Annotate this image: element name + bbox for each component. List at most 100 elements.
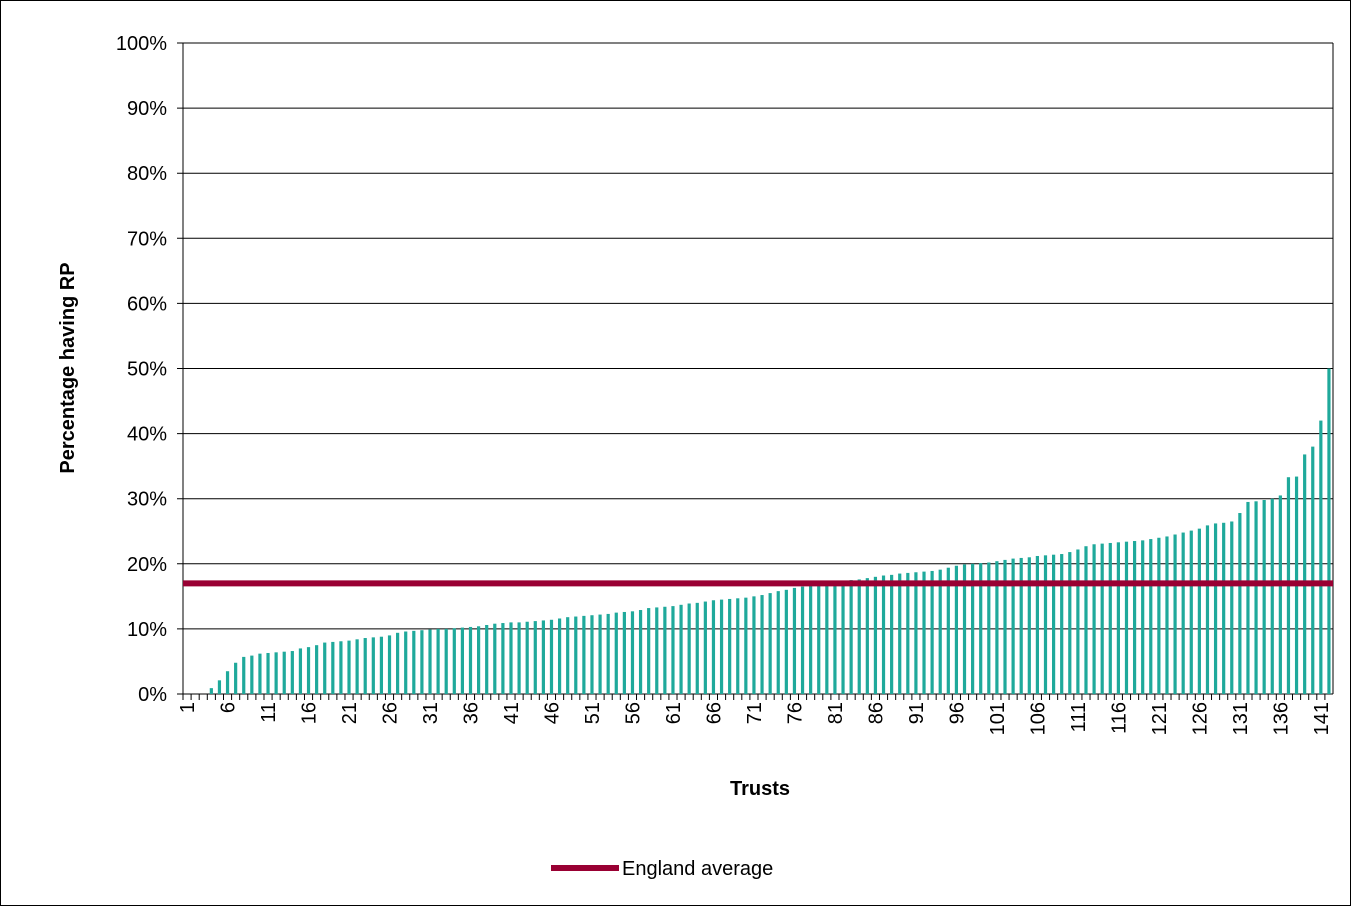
bar <box>1084 546 1088 694</box>
bar <box>1213 523 1218 694</box>
bar <box>962 564 967 694</box>
bar <box>971 563 975 694</box>
bar <box>946 567 950 694</box>
x-tick-label: 136 <box>1270 702 1292 735</box>
x-tick-label: 131 <box>1230 702 1252 735</box>
bar <box>663 606 667 694</box>
x-tick-label: 36 <box>461 702 483 724</box>
bar <box>1181 532 1185 694</box>
y-axis-title: Percentage having RP <box>57 262 79 473</box>
bar <box>217 680 222 694</box>
bar <box>744 597 748 694</box>
x-tick-label: 96 <box>946 702 968 724</box>
bar <box>1173 534 1177 694</box>
bar <box>209 688 213 694</box>
bar <box>792 587 797 694</box>
bar <box>752 596 756 694</box>
bar <box>598 614 602 694</box>
bar <box>493 623 497 694</box>
bar <box>1197 528 1201 694</box>
bar <box>371 637 375 694</box>
bar <box>1019 557 1023 694</box>
bar <box>379 636 384 694</box>
y-tick-label: 0% <box>138 684 167 706</box>
bar <box>703 601 707 694</box>
bar <box>679 604 683 694</box>
bar <box>995 561 999 694</box>
bar <box>452 628 456 694</box>
bar <box>1141 540 1145 694</box>
bar <box>1132 541 1137 694</box>
bar <box>655 607 659 694</box>
x-tick-label: 126 <box>1189 702 1211 735</box>
bar <box>436 628 440 694</box>
bar <box>809 585 813 694</box>
bar <box>1051 554 1056 694</box>
y-tick-label: 90% <box>127 98 167 120</box>
bar <box>460 627 465 694</box>
bar <box>566 617 570 694</box>
bar <box>1100 543 1104 694</box>
bar <box>1327 368 1331 694</box>
bar <box>363 638 367 694</box>
bar <box>509 622 513 694</box>
bar <box>1116 542 1120 694</box>
bar <box>1246 501 1250 694</box>
x-tick-label: 31 <box>420 702 442 724</box>
x-tick-label: 6 <box>218 702 240 713</box>
bar <box>355 639 359 694</box>
bar <box>339 641 343 694</box>
x-tick-label: 71 <box>744 702 766 724</box>
bar <box>396 632 400 694</box>
bar <box>225 671 230 694</box>
x-tick-label: 46 <box>541 702 563 724</box>
x-tick-label: 41 <box>501 702 523 724</box>
bar <box>250 655 254 694</box>
bar <box>614 612 618 694</box>
bar <box>274 652 278 694</box>
y-tick-label: 30% <box>127 489 167 511</box>
bar <box>1043 555 1048 694</box>
bar <box>290 651 294 694</box>
bar <box>1035 555 1040 694</box>
bar <box>331 641 335 694</box>
bar <box>590 615 594 694</box>
bar <box>476 626 481 694</box>
legend-label: England average <box>622 858 773 880</box>
bar <box>825 583 829 694</box>
bar <box>760 595 764 694</box>
bar <box>865 578 869 694</box>
bar <box>833 582 837 694</box>
bar <box>1270 498 1274 694</box>
y-tick-label: 60% <box>127 293 167 315</box>
bar <box>574 616 578 694</box>
bar <box>549 619 554 694</box>
bar <box>1011 558 1015 694</box>
x-tick-label: 101 <box>987 702 1009 735</box>
bar <box>647 608 651 694</box>
bar <box>420 630 424 694</box>
y-tick-label: 100% <box>116 33 167 55</box>
bar <box>501 623 505 694</box>
bar <box>1189 530 1193 694</box>
bar <box>1238 513 1242 694</box>
bar <box>468 626 473 694</box>
bar <box>711 600 716 694</box>
bar <box>638 610 643 694</box>
bar <box>914 572 918 694</box>
bar <box>719 599 724 694</box>
bar <box>1060 554 1064 694</box>
bar <box>873 576 878 694</box>
bar <box>412 630 416 694</box>
bar <box>541 620 545 694</box>
y-tick-label: 80% <box>127 163 167 185</box>
bar <box>898 573 902 694</box>
bar <box>776 591 780 694</box>
x-tick-label: 91 <box>906 702 928 724</box>
bar <box>1254 501 1258 694</box>
bar <box>687 603 691 694</box>
bar <box>444 628 448 694</box>
bar <box>582 615 586 694</box>
bar <box>890 574 894 694</box>
